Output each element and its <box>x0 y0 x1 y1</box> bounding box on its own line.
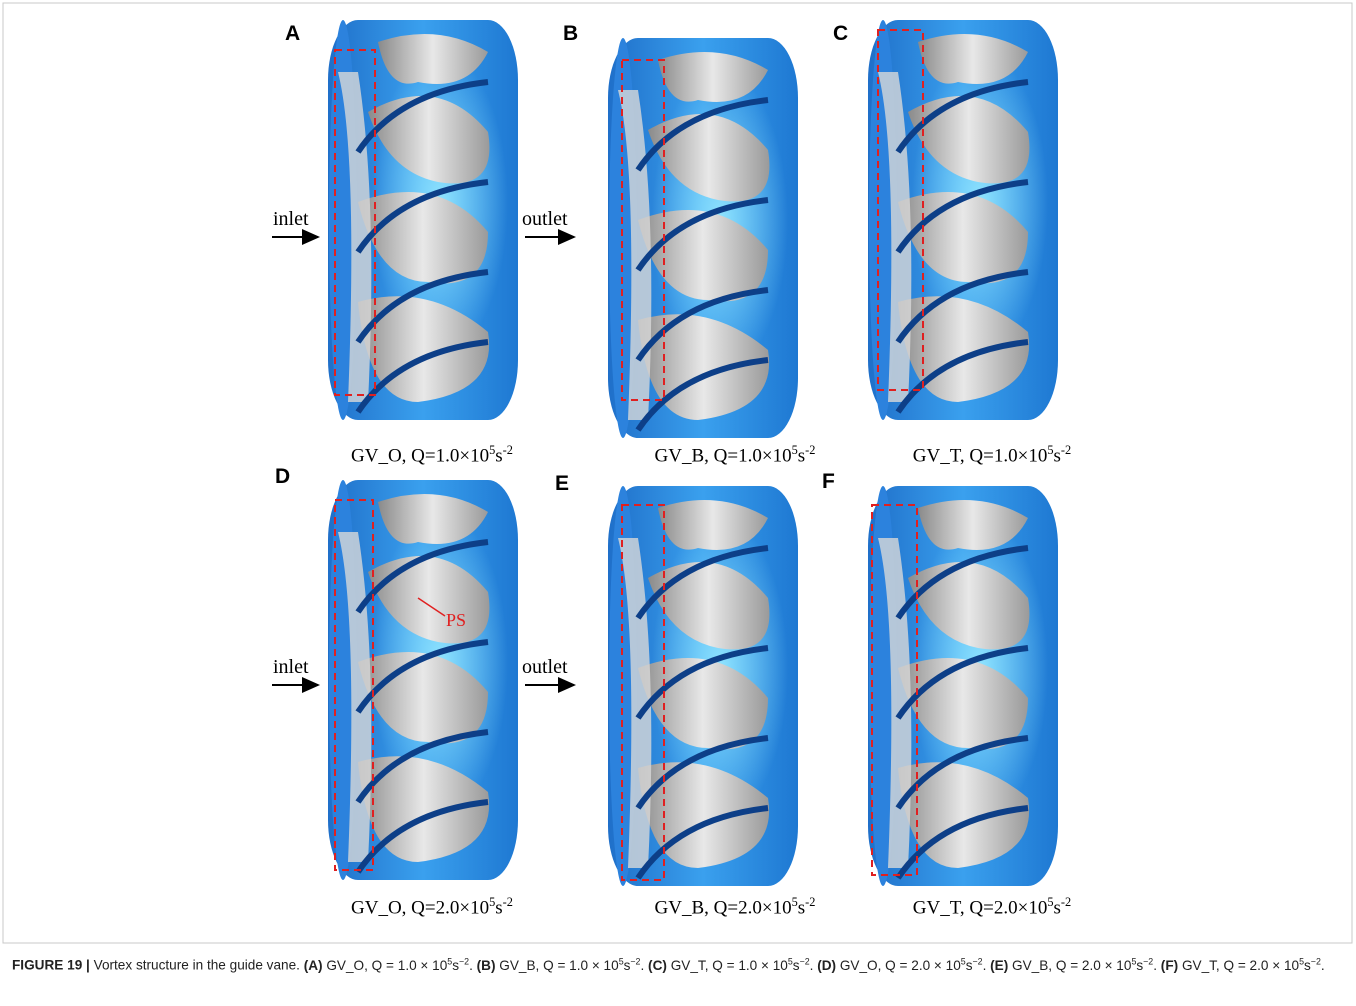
item-text: GV_O, Q = 1.0 × 10 <box>326 958 447 973</box>
caption-text: GV_O, Q=1.0×10 <box>351 445 489 466</box>
item-end: . <box>983 958 987 973</box>
item-end: . <box>1153 958 1157 973</box>
unit-exponent: -2 <box>1061 443 1071 457</box>
caption-item: (C) GV_T, Q = 1.0 × 105s−2. <box>648 958 813 973</box>
vane-render <box>868 20 1058 420</box>
panel-caption: GV_T, Q=1.0×105s-2 <box>913 443 1071 467</box>
unit-exponent: -2 <box>503 443 513 457</box>
item-unit-exp: −2 <box>972 956 982 966</box>
ps-label: PS <box>446 610 466 630</box>
item-unit-exp: −2 <box>1143 956 1153 966</box>
panel-letter: E <box>555 472 569 496</box>
unit: s <box>798 897 805 918</box>
caption-text: Vortex structure in the guide vane. <box>94 958 300 973</box>
panel-caption: GV_B, Q=2.0×105s-2 <box>655 895 816 919</box>
item-unit: s <box>452 958 459 973</box>
panel-caption: GV_O, Q=2.0×105s-2 <box>351 895 513 919</box>
item-label: (A) <box>304 958 323 973</box>
panel-letter: A <box>285 22 300 46</box>
item-text: GV_B, Q = 2.0 × 10 <box>1012 958 1131 973</box>
item-unit-exp: −2 <box>1311 956 1321 966</box>
caption-item: (E) GV_B, Q = 2.0 × 105s−2. <box>990 958 1157 973</box>
unit: s <box>495 897 502 918</box>
vane-render <box>608 486 798 886</box>
item-text: GV_T, Q = 2.0 × 10 <box>1182 958 1299 973</box>
caption-item: (F) GV_T, Q = 2.0 × 105s−2. <box>1161 958 1325 973</box>
item-unit-exp: −2 <box>800 956 810 966</box>
caption-text: GV_B, Q=1.0×10 <box>655 445 792 466</box>
panel-caption: GV_O, Q=1.0×105s-2 <box>351 443 513 467</box>
item-text: GV_T, Q = 1.0 × 10 <box>671 958 788 973</box>
panel-letter: D <box>275 465 290 489</box>
vane-render <box>328 480 518 880</box>
figure: PS <box>0 0 1356 950</box>
item-end: . <box>469 958 473 973</box>
panel-letter: B <box>563 22 578 46</box>
item-end: . <box>810 958 814 973</box>
outlet-label: outlet <box>522 208 568 231</box>
unit: s <box>495 445 502 466</box>
item-unit: s <box>793 958 800 973</box>
vane-render <box>868 486 1058 886</box>
inlet-label: inlet <box>273 656 309 679</box>
unit: s <box>798 445 805 466</box>
figure-caption: FIGURE 19 | Vortex structure in the guid… <box>12 950 1342 977</box>
page: PS inlet outlet inlet outlet A GV_O, Q=1.… <box>0 0 1356 1006</box>
caption-label: FIGURE 19 | <box>12 958 90 973</box>
item-text: GV_O, Q = 2.0 × 10 <box>840 958 961 973</box>
item-label: (C) <box>648 958 667 973</box>
item-label: (F) <box>1161 958 1178 973</box>
item-end: . <box>640 958 644 973</box>
item-unit-exp: −2 <box>459 956 469 966</box>
caption-text: GV_T, Q=2.0×10 <box>913 897 1048 918</box>
unit-exponent: -2 <box>1061 895 1071 909</box>
panel-letter: C <box>833 22 848 46</box>
caption-text: GV_B, Q=2.0×10 <box>655 897 792 918</box>
vane-render <box>328 20 518 420</box>
caption-item: (A) GV_O, Q = 1.0 × 105s−2. <box>304 958 473 973</box>
item-label: (E) <box>990 958 1008 973</box>
panel-caption: GV_B, Q=1.0×105s-2 <box>655 443 816 467</box>
outlet-label: outlet <box>522 656 568 679</box>
inlet-label: inlet <box>273 208 309 231</box>
unit-exponent: -2 <box>805 895 815 909</box>
unit-exponent: -2 <box>503 895 513 909</box>
item-end: . <box>1321 958 1325 973</box>
item-label: (D) <box>817 958 836 973</box>
unit-exponent: -2 <box>805 443 815 457</box>
panel-letter: F <box>822 470 835 494</box>
item-label: (B) <box>477 958 496 973</box>
item-text: GV_B, Q = 1.0 × 10 <box>499 958 618 973</box>
item-unit-exp: −2 <box>630 956 640 966</box>
item-unit: s <box>1304 958 1311 973</box>
caption-item: (D) GV_O, Q = 2.0 × 105s−2. <box>817 958 986 973</box>
caption-item: (B) GV_B, Q = 1.0 × 105s−2. <box>477 958 645 973</box>
vane-render <box>608 38 798 438</box>
panel-caption: GV_T, Q=2.0×105s-2 <box>913 895 1071 919</box>
caption-text: GV_O, Q=2.0×10 <box>351 897 489 918</box>
caption-text: GV_T, Q=1.0×10 <box>913 445 1048 466</box>
